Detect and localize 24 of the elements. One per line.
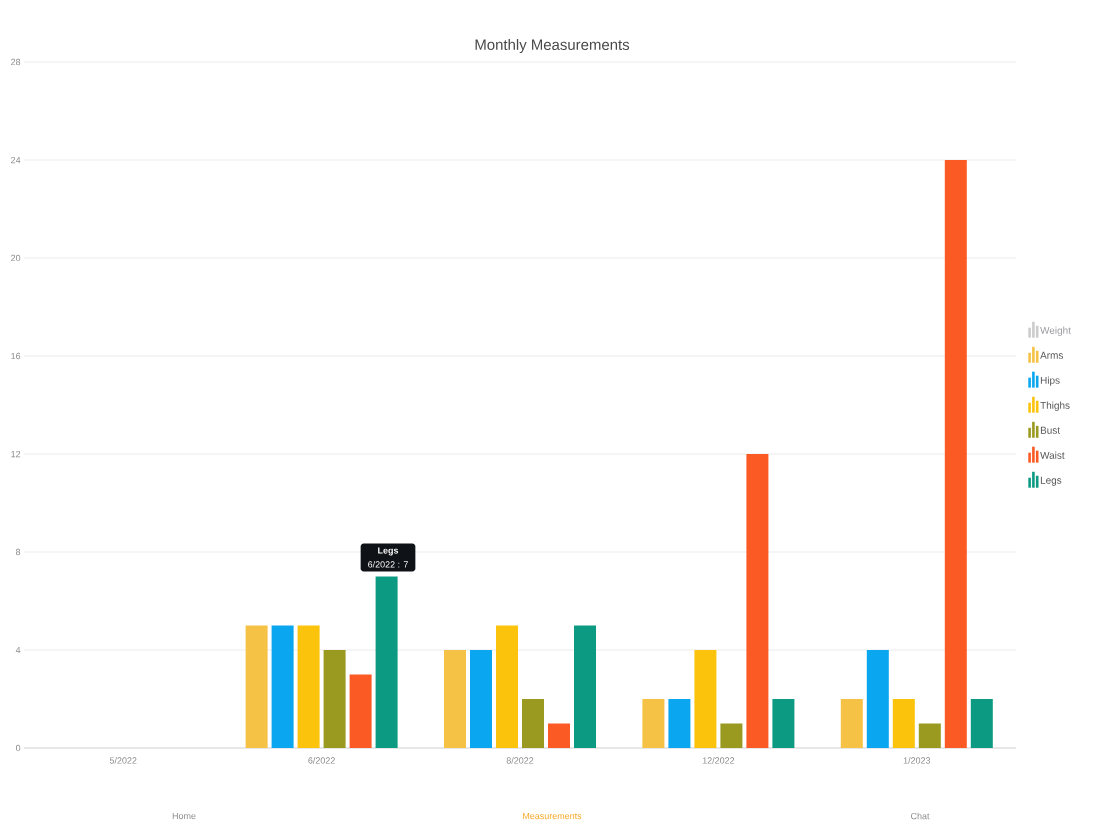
- bar: [496, 625, 518, 748]
- bar: [892, 699, 915, 748]
- bar: [970, 699, 993, 748]
- bar: [866, 650, 889, 748]
- bar: [746, 454, 769, 748]
- bar: [375, 576, 398, 748]
- bar: [694, 650, 717, 748]
- bar: [271, 625, 294, 748]
- bar: [470, 650, 492, 748]
- bar: [323, 650, 346, 748]
- bar: [297, 625, 320, 748]
- bar: [522, 699, 544, 748]
- bar: [245, 625, 268, 748]
- bar: [444, 650, 466, 748]
- bar: [642, 699, 665, 748]
- bar: [772, 699, 795, 748]
- bar: [720, 723, 743, 748]
- bar: [944, 159, 967, 748]
- bar: [349, 674, 372, 748]
- bar: [548, 723, 570, 748]
- bar: [668, 699, 691, 748]
- bar: [574, 625, 596, 748]
- bar: [840, 699, 863, 748]
- bar: [918, 723, 941, 748]
